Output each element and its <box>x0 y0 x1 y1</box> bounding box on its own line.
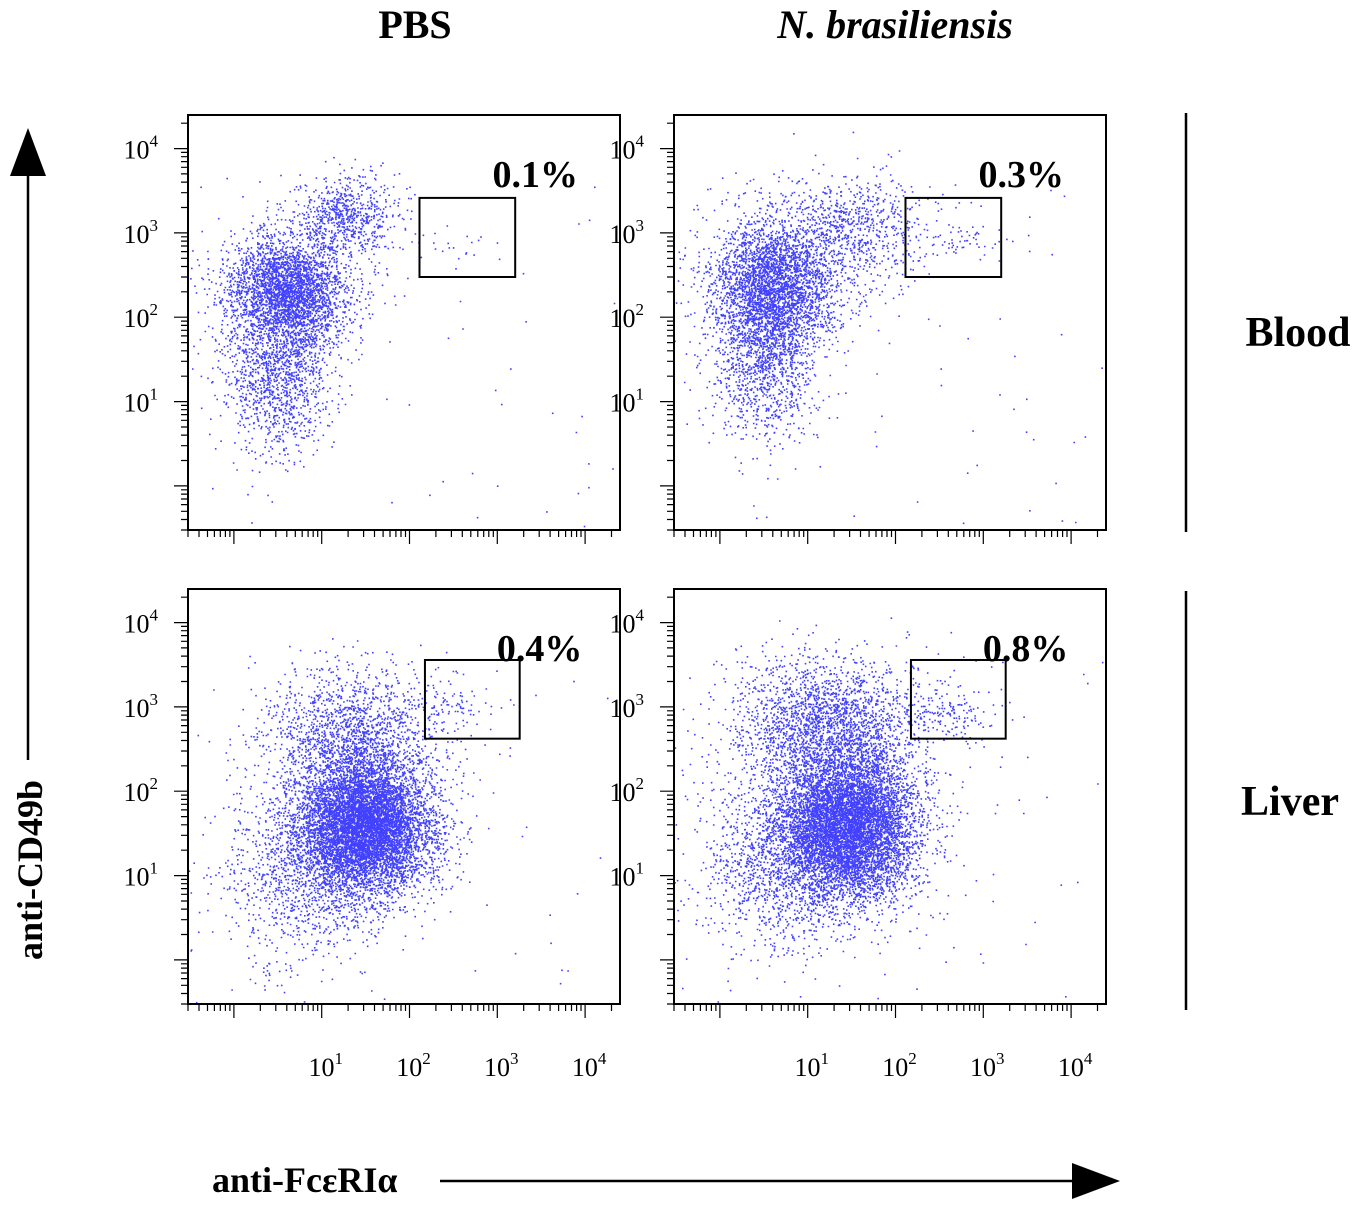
y-axis-arrow <box>10 128 46 760</box>
x-tick-label-3-4: 104 <box>1058 1049 1093 1082</box>
gate-box <box>418 196 517 278</box>
scatter-dots <box>190 156 616 528</box>
data-points <box>674 617 1104 1004</box>
y-tick-label-2-1: 101 <box>124 859 159 892</box>
plot-frame <box>673 114 1107 531</box>
gate-percent: 0.1% <box>492 154 578 196</box>
column-title-pbs: PBS <box>378 2 451 47</box>
axis-ticks <box>660 122 1099 544</box>
y-tick-label-1-3: 103 <box>610 216 645 249</box>
x-tick-label-2-1: 101 <box>308 1049 343 1082</box>
x-tick-label-2-2: 102 <box>396 1049 431 1082</box>
scatter-dots <box>674 131 1103 530</box>
scatter-panels: 1011021031040.1%1011021031040.3%10110210… <box>124 114 1107 1082</box>
panel-liver-pbs: 101 102 103 104 101 102 103 104 0.4% <box>124 588 621 1082</box>
y-tick-label-2-2: 102 <box>124 774 159 807</box>
gate-box <box>423 658 521 740</box>
row-label-liver: Liver <box>1241 779 1339 825</box>
gate-box <box>904 196 1003 278</box>
x-tick-label-3-3: 103 <box>970 1049 1005 1082</box>
data-points <box>188 638 618 1004</box>
data-points <box>190 156 616 528</box>
gate-percent: 0.8% <box>983 628 1069 670</box>
gate-percent: 0.4% <box>497 628 583 670</box>
panel-liver-nb: 101 102 103 104 101 102 103 104 0.8% <box>610 588 1107 1082</box>
panel-blood-pbs: 101 102 103 104 0.1% <box>124 114 621 544</box>
column-title-n-brasiliensis: N. brasiliensis <box>776 2 1013 47</box>
x-axis-arrow <box>440 1163 1120 1199</box>
y-tick-label-3-4: 104 <box>610 606 645 639</box>
axis-ticks <box>660 596 1099 1018</box>
y-tick-label-3-2: 102 <box>610 774 645 807</box>
y-tick-label-3-3: 103 <box>610 690 645 723</box>
plot-frame <box>673 588 1107 1005</box>
plot-frame <box>187 588 621 1005</box>
x-tick-label-2-3: 103 <box>484 1049 519 1082</box>
y-tick-label-1-4: 104 <box>610 132 645 165</box>
gate-percent: 0.3% <box>978 154 1064 196</box>
panel-blood-nb: 101 102 103 104 0.3% <box>610 114 1107 544</box>
x-tick-label-2-4: 104 <box>572 1049 607 1082</box>
y-tick-label-1-2: 102 <box>610 300 645 333</box>
plot-frame <box>187 114 621 531</box>
data-points <box>674 131 1103 530</box>
y-tick-label-2-4: 104 <box>124 606 159 639</box>
scatter-dots <box>674 617 1104 1004</box>
y-tick-label-0-2: 102 <box>124 300 159 333</box>
axis-ticks <box>174 596 613 1018</box>
y-tick-label-0-4: 104 <box>124 132 159 165</box>
y-tick-label-0-3: 103 <box>124 216 159 249</box>
gate-box <box>909 658 1007 740</box>
scatter-dots <box>188 638 618 1004</box>
y-tick-label-0-1: 101 <box>124 385 159 418</box>
y-tick-label-3-1: 101 <box>610 859 645 892</box>
y-tick-label-2-3: 103 <box>124 690 159 723</box>
x-tick-label-3-2: 102 <box>882 1049 917 1082</box>
y-axis-title: anti-CD49b <box>10 780 50 960</box>
y-tick-label-1-1: 101 <box>610 385 645 418</box>
axis-ticks <box>174 122 613 544</box>
x-axis-title: anti-FcεRIα <box>212 1160 397 1200</box>
row-label-blood: Blood <box>1245 310 1350 356</box>
x-tick-label-3-1: 101 <box>794 1049 829 1082</box>
